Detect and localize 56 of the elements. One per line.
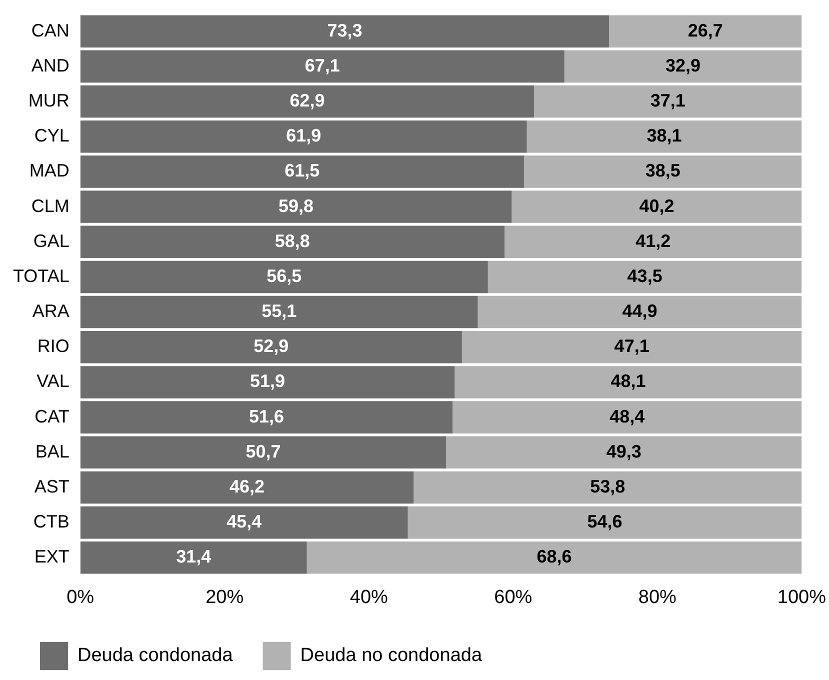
- data-label: 38,5: [645, 160, 680, 181]
- y-tick-label: MAD: [29, 160, 70, 181]
- data-label: 37,1: [650, 90, 686, 110]
- y-tick-label: AST: [34, 476, 70, 496]
- data-label: 31,4: [176, 546, 212, 567]
- data-label: 47,1: [614, 336, 650, 356]
- data-label: 50,7: [246, 441, 281, 462]
- data-label: 67,1: [304, 55, 340, 76]
- y-tick-label: CYL: [34, 126, 70, 146]
- data-label: 43,5: [627, 266, 662, 286]
- data-label: 62,9: [290, 90, 325, 110]
- x-tick-label: 20%: [206, 586, 244, 608]
- data-label: 48,1: [610, 371, 646, 392]
- data-label: 53,8: [590, 476, 626, 496]
- y-tick-label: MUR: [28, 90, 70, 110]
- y-tick-label: CTB: [33, 512, 70, 532]
- x-tick-label: 60%: [494, 586, 532, 608]
- data-label: 61,5: [284, 160, 320, 181]
- y-tick-label: AND: [31, 55, 70, 76]
- data-label: 55,1: [262, 301, 297, 322]
- legend-label: Deuda condonada: [78, 645, 234, 666]
- data-label: 48,4: [610, 406, 645, 426]
- data-label: 32,9: [666, 55, 701, 76]
- x-tick-label: 40%: [350, 586, 388, 608]
- data-label: 41,2: [636, 230, 671, 251]
- data-label: 68,6: [536, 546, 572, 567]
- x-tick-label: 100%: [777, 586, 826, 608]
- y-tick-label: GAL: [33, 230, 70, 251]
- y-tick-label: CAT: [34, 406, 70, 426]
- y-tick-label: VAL: [36, 371, 70, 392]
- legend-label: Deuda no condonada: [300, 645, 482, 666]
- data-label: 49,3: [606, 441, 642, 462]
- data-label: 59,8: [278, 196, 314, 216]
- y-tick-label: EXT: [34, 546, 70, 567]
- data-label: 51,6: [248, 406, 284, 426]
- y-tick-label: ARA: [32, 301, 70, 322]
- data-label: 73,3: [327, 20, 362, 40]
- data-label: 44,9: [622, 301, 658, 322]
- y-tick-label: CLM: [31, 196, 70, 216]
- data-label: 52,9: [254, 336, 289, 356]
- data-label: 38,1: [646, 126, 682, 146]
- y-tick-label: TOTAL: [12, 266, 70, 286]
- data-label: 54,6: [587, 512, 622, 532]
- data-label: 56,5: [266, 266, 302, 286]
- y-tick-label: CAN: [31, 20, 70, 40]
- y-tick-label: RIO: [37, 336, 70, 356]
- data-label: 51,9: [250, 371, 286, 392]
- data-label: 40,2: [639, 196, 674, 216]
- data-label: 58,8: [274, 230, 310, 251]
- data-label: 61,9: [286, 126, 322, 146]
- y-tick-label: BAL: [35, 441, 70, 462]
- x-tick-label: 80%: [638, 586, 677, 608]
- data-label: 26,7: [688, 20, 723, 40]
- data-label: 45,4: [226, 512, 262, 532]
- data-label: 46,2: [229, 476, 265, 496]
- x-tick-label: 0%: [66, 586, 94, 608]
